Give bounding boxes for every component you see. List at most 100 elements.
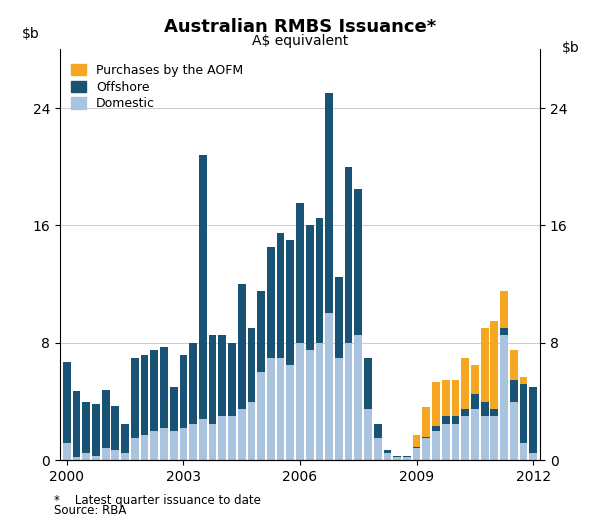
Bar bbox=[248, 401, 256, 460]
Bar bbox=[413, 435, 421, 447]
Bar bbox=[306, 226, 314, 350]
Bar bbox=[344, 167, 352, 343]
Bar bbox=[189, 343, 197, 423]
Bar bbox=[189, 423, 197, 460]
Bar bbox=[432, 431, 440, 460]
Bar bbox=[452, 423, 460, 460]
Bar bbox=[325, 314, 333, 460]
Bar bbox=[383, 450, 391, 453]
Bar bbox=[92, 405, 100, 456]
Bar bbox=[140, 435, 148, 460]
Bar bbox=[296, 203, 304, 343]
Bar bbox=[170, 387, 178, 431]
Text: Source: RBA: Source: RBA bbox=[54, 504, 127, 517]
Text: A$ equivalent: A$ equivalent bbox=[252, 34, 348, 48]
Bar bbox=[490, 321, 498, 409]
Bar bbox=[529, 453, 537, 460]
Bar bbox=[481, 416, 488, 460]
Bar bbox=[520, 443, 527, 460]
Bar bbox=[73, 457, 80, 460]
Bar bbox=[102, 448, 110, 460]
Bar bbox=[461, 409, 469, 416]
Bar bbox=[209, 423, 217, 460]
Bar bbox=[452, 416, 460, 423]
Bar bbox=[238, 284, 245, 409]
Bar bbox=[228, 343, 236, 416]
Bar bbox=[510, 350, 518, 380]
Bar bbox=[218, 335, 226, 416]
Bar bbox=[325, 94, 333, 314]
Bar bbox=[442, 423, 449, 460]
Bar bbox=[199, 155, 207, 419]
Bar bbox=[209, 335, 217, 423]
Bar bbox=[257, 372, 265, 460]
Bar bbox=[500, 292, 508, 328]
Bar bbox=[63, 362, 71, 443]
Bar bbox=[490, 409, 498, 416]
Bar bbox=[344, 343, 352, 460]
Bar bbox=[306, 350, 314, 460]
Bar bbox=[461, 416, 469, 460]
Bar bbox=[335, 277, 343, 358]
Bar bbox=[413, 448, 421, 460]
Bar bbox=[471, 365, 479, 394]
Bar bbox=[151, 350, 158, 431]
Bar bbox=[471, 409, 479, 460]
Bar bbox=[529, 387, 537, 453]
Bar bbox=[422, 437, 430, 438]
Bar bbox=[218, 416, 226, 460]
Bar bbox=[277, 233, 284, 358]
Bar bbox=[316, 343, 323, 460]
Bar bbox=[286, 365, 294, 460]
Bar bbox=[481, 401, 488, 416]
Bar bbox=[131, 358, 139, 438]
Bar bbox=[286, 240, 294, 365]
Bar bbox=[500, 335, 508, 460]
Bar bbox=[452, 380, 460, 416]
Bar bbox=[442, 416, 449, 423]
Bar bbox=[82, 401, 90, 453]
Bar bbox=[63, 443, 71, 460]
Bar bbox=[248, 328, 256, 401]
Bar bbox=[520, 376, 527, 384]
Bar bbox=[374, 423, 382, 438]
Bar bbox=[257, 292, 265, 372]
Bar bbox=[413, 447, 421, 448]
Bar bbox=[82, 453, 90, 460]
Bar bbox=[432, 382, 440, 426]
Y-axis label: $b: $b bbox=[22, 27, 40, 41]
Bar bbox=[422, 438, 430, 460]
Bar bbox=[500, 328, 508, 335]
Bar bbox=[355, 335, 362, 460]
Bar bbox=[510, 401, 518, 460]
Bar bbox=[364, 358, 372, 409]
Bar bbox=[374, 438, 382, 460]
Bar bbox=[179, 355, 187, 428]
Bar bbox=[267, 358, 275, 460]
Bar bbox=[355, 189, 362, 335]
Bar bbox=[335, 358, 343, 460]
Bar bbox=[238, 409, 245, 460]
Bar bbox=[160, 347, 168, 428]
Bar bbox=[170, 431, 178, 460]
Bar bbox=[481, 328, 488, 401]
Bar bbox=[121, 453, 129, 460]
Bar bbox=[179, 428, 187, 460]
Bar bbox=[112, 406, 119, 450]
Bar bbox=[267, 248, 275, 358]
Bar bbox=[364, 409, 372, 460]
Legend: Purchases by the AOFM, Offshore, Domestic: Purchases by the AOFM, Offshore, Domesti… bbox=[71, 64, 243, 110]
Bar bbox=[490, 416, 498, 460]
Bar bbox=[520, 384, 527, 443]
Bar bbox=[393, 457, 401, 460]
Text: Australian RMBS Issuance*: Australian RMBS Issuance* bbox=[164, 18, 436, 36]
Bar bbox=[393, 456, 401, 457]
Text: *    Latest quarter issuance to date: * Latest quarter issuance to date bbox=[54, 494, 261, 507]
Bar bbox=[121, 423, 129, 453]
Bar bbox=[73, 391, 80, 457]
Bar bbox=[228, 416, 236, 460]
Bar bbox=[510, 380, 518, 401]
Bar bbox=[151, 431, 158, 460]
Bar bbox=[296, 343, 304, 460]
Bar bbox=[432, 426, 440, 431]
